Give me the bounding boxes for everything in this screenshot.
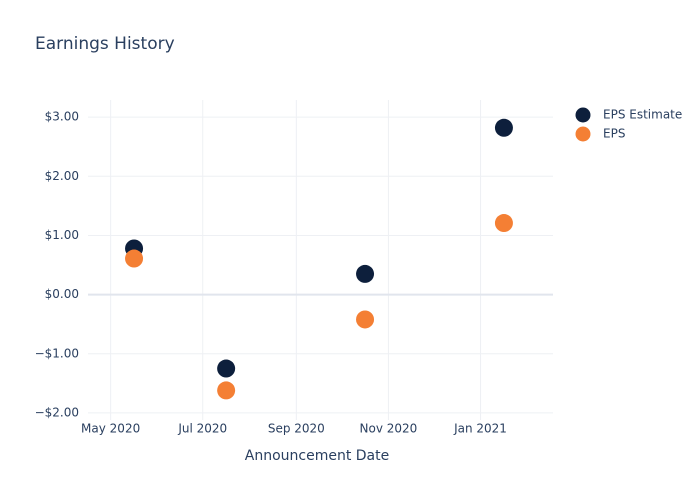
x-tick-label: May 2020 <box>81 422 140 436</box>
legend-label: EPS <box>603 127 625 141</box>
x-tick-label: Sep 2020 <box>268 422 325 436</box>
data-point <box>494 214 513 233</box>
data-point <box>356 310 375 329</box>
data-point <box>125 249 144 268</box>
x-tick-label: Jul 2020 <box>177 422 227 436</box>
x-tick-label: Jan 2021 <box>453 422 507 436</box>
chart-title: Earnings History <box>35 34 175 54</box>
y-tick-label: −$2.00 <box>35 405 79 419</box>
data-point <box>494 118 513 137</box>
legend-marker <box>575 126 591 142</box>
legend-label: EPS Estimate <box>603 108 682 122</box>
y-tick-label: $1.00 <box>45 228 79 242</box>
y-tick-label: $3.00 <box>45 110 79 124</box>
x-axis-label: Announcement Date <box>245 448 389 464</box>
data-point <box>217 359 236 378</box>
x-tick-label: Nov 2020 <box>360 422 418 436</box>
data-point <box>356 264 375 283</box>
y-tick-label: −$1.00 <box>35 346 79 360</box>
y-tick-label: $2.00 <box>45 169 79 183</box>
legend-marker <box>575 107 591 123</box>
data-point <box>217 381 236 400</box>
y-tick-label: $0.00 <box>45 287 79 301</box>
